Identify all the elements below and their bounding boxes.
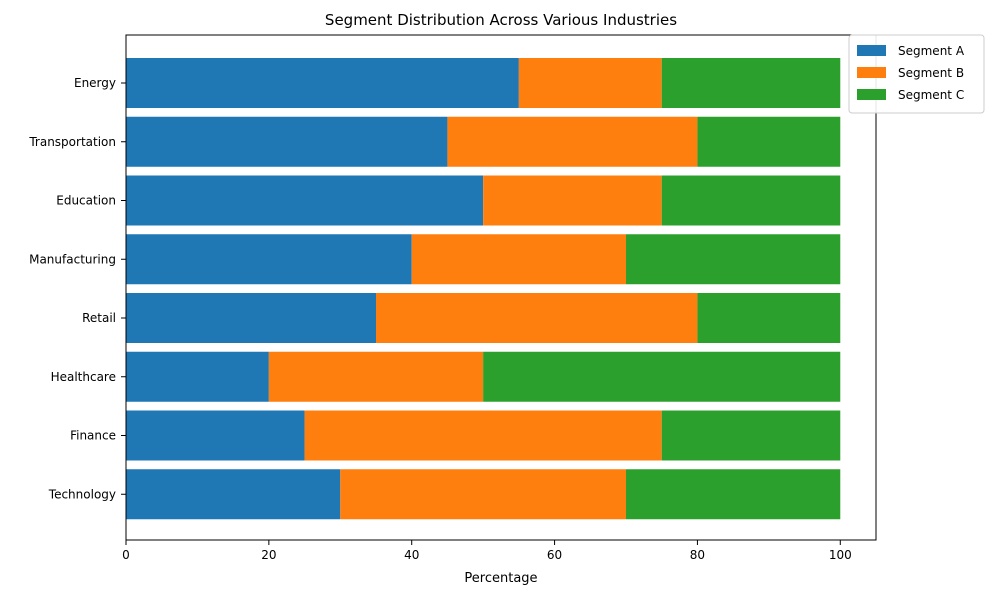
bar-technology-segment-a [126, 469, 341, 520]
chart-title: Segment Distribution Across Various Indu… [325, 11, 677, 29]
x-tick-label: 40 [404, 548, 419, 562]
bar-finance-segment-a [126, 410, 305, 461]
bar-retail-segment-c [697, 293, 841, 343]
y-tick-label: Education [56, 194, 116, 208]
bar-retail-segment-b [376, 293, 698, 343]
bar-retail-segment-a [126, 293, 376, 343]
bar-energy-segment-a [126, 58, 519, 108]
legend-label: Segment B [898, 66, 964, 80]
bar-technology-segment-b [340, 469, 626, 520]
y-tick-label: Technology [48, 487, 116, 501]
bar-transportation-segment-c [697, 116, 841, 167]
bar-education-segment-c [661, 175, 841, 226]
bar-manufacturing-segment-a [126, 234, 412, 285]
bar-education-segment-b [483, 175, 662, 226]
legend-label: Segment A [898, 44, 965, 58]
y-tick-label: Finance [70, 429, 116, 443]
y-tick-label: Retail [82, 311, 116, 325]
x-tick-label: 100 [829, 548, 852, 562]
bars-layer [126, 58, 841, 520]
y-tick-label: Healthcare [51, 370, 116, 384]
bar-healthcare-segment-c [483, 351, 841, 402]
x-axis-label: Percentage [464, 571, 537, 586]
bar-energy-segment-c [661, 58, 841, 108]
bar-finance-segment-c [661, 410, 841, 461]
legend: Segment A Segment B Segment C [848, 34, 985, 114]
y-axis: Technology Finance Healthcare Retail Manufac… [28, 76, 126, 501]
x-tick-label: 0 [122, 548, 130, 562]
bar-education-segment-a [126, 175, 484, 226]
legend-swatch [857, 45, 886, 56]
x-axis: 0 20 40 60 80 100 [122, 540, 852, 562]
y-tick-label: Transportation [28, 135, 116, 149]
x-tick-label: 60 [547, 548, 562, 562]
bar-healthcare-segment-b [268, 351, 484, 402]
legend-swatch [857, 67, 886, 78]
y-tick-label: Energy [74, 76, 116, 90]
bar-technology-segment-c [626, 469, 841, 520]
plot-frame [125, 34, 877, 541]
bar-manufacturing-segment-c [626, 234, 841, 285]
legend-swatch [857, 89, 886, 100]
x-tick-label: 20 [261, 548, 276, 562]
bar-healthcare-segment-a [126, 351, 269, 402]
bar-transportation-segment-a [126, 116, 448, 167]
legend-label: Segment C [898, 88, 964, 102]
y-tick-label: Manufacturing [29, 252, 116, 266]
bar-transportation-segment-b [447, 116, 698, 167]
bar-manufacturing-segment-b [411, 234, 626, 285]
x-tick-label: 80 [690, 548, 705, 562]
bar-finance-segment-b [304, 410, 662, 461]
bar-energy-segment-b [518, 58, 662, 108]
